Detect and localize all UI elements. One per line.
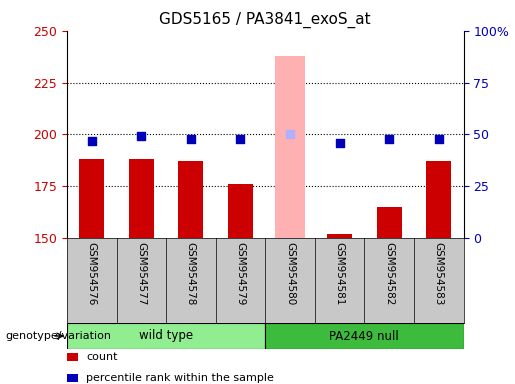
Text: GSM954580: GSM954580 bbox=[285, 242, 295, 306]
Text: GSM954581: GSM954581 bbox=[335, 242, 345, 306]
Bar bbox=[129, 159, 153, 238]
Point bbox=[385, 136, 393, 142]
Bar bbox=[67, 323, 265, 349]
Bar bbox=[327, 234, 352, 238]
Text: GSM954576: GSM954576 bbox=[87, 242, 97, 306]
Text: count: count bbox=[86, 352, 117, 362]
Text: GSM954583: GSM954583 bbox=[434, 242, 444, 306]
Text: genotype/variation: genotype/variation bbox=[5, 331, 111, 341]
Bar bbox=[79, 159, 104, 238]
Point bbox=[88, 137, 96, 144]
Bar bbox=[265, 323, 464, 349]
Point bbox=[187, 136, 195, 142]
Bar bbox=[179, 161, 203, 238]
Point bbox=[435, 136, 443, 142]
Title: GDS5165 / PA3841_exoS_at: GDS5165 / PA3841_exoS_at bbox=[160, 12, 371, 28]
Text: GSM954582: GSM954582 bbox=[384, 242, 394, 306]
Bar bbox=[275, 56, 305, 238]
Text: percentile rank within the sample: percentile rank within the sample bbox=[86, 373, 274, 383]
Text: GSM954579: GSM954579 bbox=[235, 242, 246, 306]
Point bbox=[137, 133, 145, 139]
Text: PA2449 null: PA2449 null bbox=[330, 329, 399, 343]
Text: GSM954577: GSM954577 bbox=[136, 242, 146, 306]
Point bbox=[286, 131, 294, 137]
Point bbox=[335, 140, 344, 146]
Text: GSM954578: GSM954578 bbox=[186, 242, 196, 306]
Bar bbox=[228, 184, 253, 238]
Point bbox=[236, 136, 245, 142]
Bar bbox=[377, 207, 402, 238]
Bar bbox=[426, 161, 451, 238]
Text: wild type: wild type bbox=[139, 329, 193, 343]
